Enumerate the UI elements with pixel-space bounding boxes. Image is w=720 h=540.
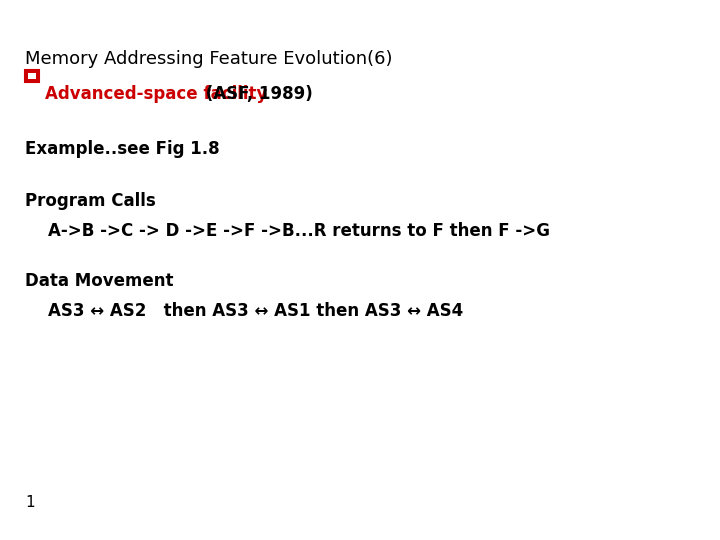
Text: AS3 ↔ AS2   then AS3 ↔ AS1 then AS3 ↔ AS4: AS3 ↔ AS2 then AS3 ↔ AS1 then AS3 ↔ AS4 — [25, 302, 463, 320]
Text: Program Calls: Program Calls — [25, 192, 156, 210]
Text: Advanced-space facility: Advanced-space facility — [45, 85, 267, 103]
Text: 1: 1 — [25, 495, 35, 510]
FancyBboxPatch shape — [25, 70, 39, 82]
Text: Data Movement: Data Movement — [25, 272, 174, 290]
FancyBboxPatch shape — [28, 73, 36, 79]
Text: A->B ->C -> D ->E ->F ->B...R returns to F then F ->G: A->B ->C -> D ->E ->F ->B...R returns to… — [25, 222, 550, 240]
Text: (ASF, 1989): (ASF, 1989) — [200, 85, 312, 103]
Text: Memory Addressing Feature Evolution(6): Memory Addressing Feature Evolution(6) — [25, 50, 392, 68]
Text: Example..see Fig 1.8: Example..see Fig 1.8 — [25, 140, 220, 158]
